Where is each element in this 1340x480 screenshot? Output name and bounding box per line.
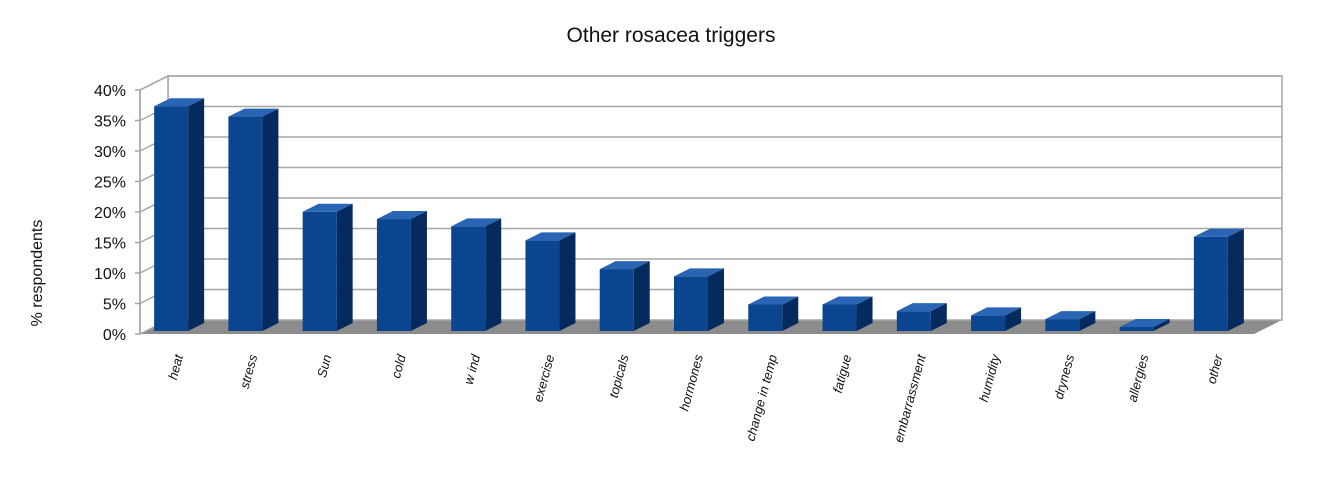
y-tick-label: 15% bbox=[94, 236, 126, 253]
bar-side bbox=[559, 232, 576, 331]
category-label: w ind bbox=[461, 352, 484, 386]
bar-3 bbox=[376, 211, 427, 331]
y-tick-label: 35% bbox=[94, 114, 126, 131]
bar-11 bbox=[971, 307, 1022, 331]
y-tick-label: 5% bbox=[103, 297, 126, 314]
y-tick-label: 25% bbox=[94, 175, 126, 192]
bar-top bbox=[154, 98, 205, 107]
category-label: stress bbox=[237, 352, 261, 390]
category-label: fatigue bbox=[830, 353, 855, 395]
bar-top bbox=[1193, 228, 1244, 237]
bar-front bbox=[748, 304, 783, 331]
bar-front bbox=[1193, 236, 1228, 331]
bar-12 bbox=[1045, 311, 1096, 331]
category-label: dryness bbox=[1051, 352, 1077, 400]
category-label: heat bbox=[165, 352, 186, 382]
bar-top bbox=[525, 232, 576, 241]
bar-front bbox=[674, 276, 708, 331]
y-tick-label: 0% bbox=[103, 327, 126, 344]
y-tick-label: 40% bbox=[94, 83, 126, 100]
bar-top bbox=[451, 218, 502, 227]
bar-10 bbox=[896, 303, 947, 331]
bar-9 bbox=[822, 296, 873, 331]
y-axis-ticks: 0% 5% 10% 15% 20% 25% 30% 35% 40% bbox=[94, 83, 141, 344]
category-label: humidity bbox=[976, 351, 1003, 403]
bar-5 bbox=[525, 232, 576, 331]
bar-top bbox=[748, 296, 799, 305]
bar-top bbox=[302, 203, 353, 212]
y-axis-label: % respondents bbox=[29, 220, 46, 327]
bar-top bbox=[1045, 311, 1096, 320]
category-label: other bbox=[1204, 352, 1226, 385]
bar-front bbox=[971, 315, 1006, 331]
x-axis-categories: heat stress Sun cold w ind exercise topicals ho… bbox=[165, 351, 1226, 444]
category-label: embarrassment bbox=[891, 352, 929, 444]
bar-side bbox=[708, 268, 724, 331]
bar-front bbox=[451, 226, 486, 331]
category-label: topicals bbox=[606, 352, 632, 399]
y-tick-label: 20% bbox=[94, 205, 126, 222]
bar-front bbox=[599, 269, 634, 331]
bar-top bbox=[822, 296, 873, 305]
bar-side bbox=[1153, 319, 1170, 331]
bar-side bbox=[930, 303, 947, 331]
bar-side bbox=[485, 218, 502, 331]
category-label: allergies bbox=[1124, 352, 1151, 403]
bar-side bbox=[1227, 228, 1244, 331]
bar-side bbox=[633, 261, 650, 331]
category-label: cold bbox=[388, 352, 409, 380]
bar-front bbox=[1119, 327, 1154, 331]
bar-front bbox=[228, 116, 263, 331]
bar-front bbox=[896, 311, 931, 331]
bar-top bbox=[674, 268, 724, 277]
bar-14 bbox=[1193, 228, 1244, 331]
bar-side bbox=[410, 211, 427, 331]
bar-13 bbox=[1119, 319, 1170, 331]
y-tick-label: 30% bbox=[94, 144, 126, 161]
bar-8 bbox=[748, 296, 799, 331]
bar-side bbox=[1079, 311, 1096, 331]
bar-front bbox=[376, 219, 411, 331]
y-tick-label: 10% bbox=[94, 266, 126, 283]
bar-side bbox=[782, 296, 799, 331]
bar-top bbox=[599, 261, 650, 270]
bar-top bbox=[1119, 319, 1170, 328]
category-label: change in temp bbox=[743, 353, 780, 443]
bar-side bbox=[262, 108, 279, 331]
gridline bbox=[139, 75, 1282, 91]
bar-front bbox=[302, 211, 337, 331]
bar-6 bbox=[599, 261, 650, 331]
bar-front bbox=[525, 240, 560, 331]
bar-side bbox=[188, 98, 205, 331]
bar-top bbox=[896, 303, 947, 312]
bar-top bbox=[228, 108, 279, 117]
bar-0 bbox=[154, 98, 205, 331]
bar-side bbox=[1005, 307, 1022, 331]
chart-title: Other rosacea triggers bbox=[567, 24, 776, 47]
bar-1 bbox=[228, 108, 279, 331]
category-label: exercise bbox=[530, 353, 557, 404]
bar-side bbox=[336, 203, 353, 331]
bar-side bbox=[856, 296, 873, 331]
bar-front bbox=[154, 106, 189, 331]
bar-top bbox=[971, 307, 1022, 316]
bar-front bbox=[822, 304, 857, 331]
bar-top bbox=[376, 211, 427, 220]
bar-7 bbox=[674, 268, 724, 331]
category-label: Sun bbox=[314, 353, 334, 379]
bar-2 bbox=[302, 203, 353, 331]
bar-4 bbox=[451, 218, 502, 331]
category-label: hormones bbox=[676, 352, 706, 412]
bar-front bbox=[1045, 319, 1080, 331]
bars bbox=[154, 98, 1244, 331]
